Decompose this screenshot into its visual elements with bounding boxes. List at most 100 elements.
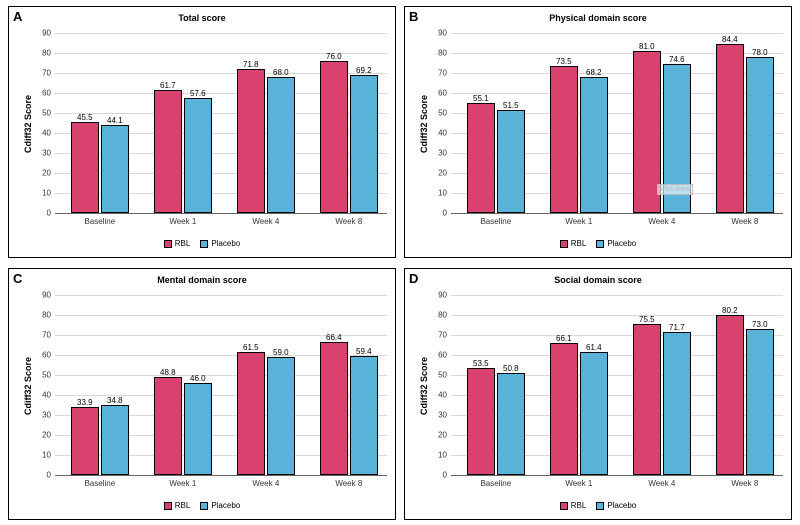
y-tick: 0 — [47, 471, 55, 480]
y-tick: 30 — [438, 411, 451, 420]
legend-label: Placebo — [211, 501, 240, 510]
y-axis-label: Cdiff32 Score — [419, 357, 429, 415]
y-tick: 30 — [438, 149, 451, 158]
bar-label: 61.5 — [243, 343, 259, 353]
y-tick: 90 — [42, 291, 55, 300]
bar-placebo: 46.0 — [184, 383, 212, 475]
y-tick: 80 — [42, 49, 55, 58]
y-tick: 50 — [42, 371, 55, 380]
legend-item-placebo: Placebo — [596, 501, 636, 510]
y-tick: 10 — [438, 451, 451, 460]
legend-label: RBL — [571, 239, 587, 248]
y-tick: 70 — [42, 69, 55, 78]
x-tick: Baseline — [480, 213, 511, 226]
y-tick: 80 — [438, 49, 451, 58]
y-tick: 70 — [42, 331, 55, 340]
bar-label: 68.2 — [586, 68, 602, 78]
y-tick: 10 — [42, 451, 55, 460]
legend-swatch — [164, 240, 172, 248]
legend-swatch — [200, 240, 208, 248]
y-tick: 60 — [438, 89, 451, 98]
legend-label: Placebo — [607, 501, 636, 510]
panel-title: Mental domain score — [9, 275, 395, 285]
x-tick: Week 4 — [648, 213, 675, 226]
bar-rbl: 75.5 — [633, 324, 661, 475]
y-tick: 20 — [42, 431, 55, 440]
chart-area: 0102030405060708090BaselineWeek 1Week 4W… — [451, 295, 783, 475]
bar-label: 46.0 — [190, 374, 206, 384]
bar-rbl: 73.5 — [550, 66, 578, 213]
panel-title: Total score — [9, 13, 395, 23]
y-tick: 80 — [438, 311, 451, 320]
bar-label: 68.0 — [273, 68, 289, 78]
y-tick: 40 — [438, 391, 451, 400]
bar-placebo: 51.5 — [497, 110, 525, 213]
bar-placebo: 71.7 — [663, 332, 691, 475]
legend-item-placebo: Placebo — [596, 239, 636, 248]
y-tick: 20 — [438, 431, 451, 440]
bar-label: 66.1 — [556, 334, 572, 344]
y-tick: 30 — [42, 411, 55, 420]
x-tick: Week 1 — [169, 475, 196, 488]
y-tick: 20 — [438, 169, 451, 178]
legend: RBLPlacebo — [9, 239, 395, 248]
x-tick: Baseline — [84, 213, 115, 226]
bar-rbl: 33.9 — [71, 407, 99, 475]
panel-a: ATotal score0102030405060708090BaselineW… — [8, 6, 396, 258]
y-tick: 0 — [443, 471, 451, 480]
legend: RBL Placebo — [405, 239, 791, 248]
grid-line — [55, 33, 387, 34]
y-tick: 40 — [42, 129, 55, 138]
panel-title: Physical domain score — [405, 13, 791, 23]
bar-label: 73.5 — [556, 57, 572, 67]
x-tick: Week 8 — [335, 213, 362, 226]
bar-rbl: 80.2 — [716, 315, 744, 475]
y-tick: 90 — [438, 29, 451, 38]
legend-swatch — [200, 502, 208, 510]
panel-d: DSocial domain score0102030405060708090B… — [404, 268, 792, 520]
y-tick: 90 — [438, 291, 451, 300]
y-tick: 20 — [42, 169, 55, 178]
bar-label: 51.5 — [503, 101, 519, 111]
bar-placebo: 73.0 — [746, 329, 774, 475]
x-tick: Week 8 — [731, 475, 758, 488]
bar-label: 61.4 — [586, 343, 602, 353]
bar-placebo: 68.0 — [267, 77, 295, 213]
y-tick: 50 — [42, 109, 55, 118]
x-tick: Baseline — [84, 475, 115, 488]
x-tick: Week 1 — [565, 213, 592, 226]
y-tick: 50 — [438, 109, 451, 118]
chart-area: 0102030405060708090BaselineWeek 1Week 4W… — [451, 33, 783, 213]
y-tick: 90 — [42, 29, 55, 38]
bar-label: 44.1 — [107, 116, 123, 126]
bar-label: 57.6 — [190, 89, 206, 99]
bar-rbl: 61.7 — [154, 90, 182, 213]
legend-swatch — [560, 502, 568, 510]
bar-rbl: 71.8 — [237, 69, 265, 213]
bar-label: 45.5 — [77, 113, 93, 123]
bar-placebo: 57.6 — [184, 98, 212, 213]
bar-placebo: 50.8 — [497, 373, 525, 475]
x-tick: Baseline — [480, 475, 511, 488]
chart-area: 0102030405060708090BaselineWeek 1Week 4W… — [55, 295, 387, 475]
bar-placebo: 68.2 — [580, 77, 608, 213]
x-tick: Week 1 — [565, 475, 592, 488]
y-tick: 10 — [438, 189, 451, 198]
bar-label: 78.0 — [752, 48, 768, 58]
y-axis-label: Cdiff32 Score — [23, 95, 33, 153]
grid-line — [451, 295, 783, 296]
y-axis-label: Cdiff32 Score — [23, 357, 33, 415]
bar-label: 81.0 — [639, 42, 655, 52]
x-tick: Week 4 — [252, 475, 279, 488]
plot-area-hint: Plot Area — [657, 184, 693, 195]
bar-label: 59.0 — [273, 348, 289, 358]
y-tick: 40 — [438, 129, 451, 138]
legend-item-rbl: RBL — [164, 239, 191, 248]
y-tick: 30 — [42, 149, 55, 158]
y-axis-label: Cdiff32 Score — [419, 95, 429, 153]
bar-rbl: 45.5 — [71, 122, 99, 213]
legend-label: RBL — [175, 239, 191, 248]
bar-label: 74.6 — [669, 55, 685, 65]
bar-rbl: 55.1 — [467, 103, 495, 213]
bar-label: 34.8 — [107, 396, 123, 406]
